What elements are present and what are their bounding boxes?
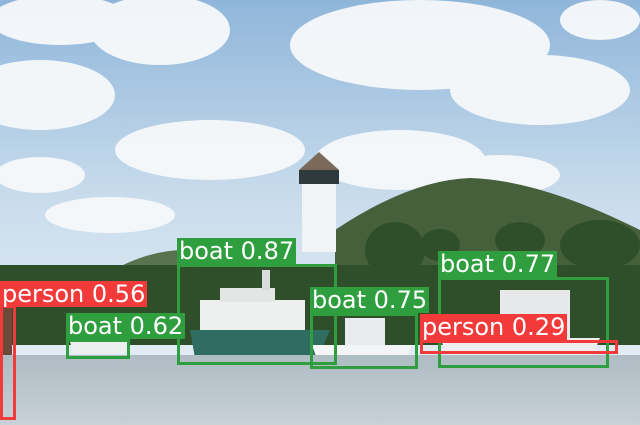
detection-label-boat-2: boat 0.77: [438, 250, 558, 278]
lighthouse: [299, 152, 339, 252]
detection-label-person-1: person 0.56: [0, 280, 148, 308]
detection-label-boat-1: boat 0.87: [177, 237, 297, 265]
detection-label-boat-4: boat 0.62: [66, 312, 186, 340]
water: [0, 355, 640, 425]
detection-label-person-2: person 0.29: [420, 313, 568, 341]
detection-label-boat-3: boat 0.75: [310, 286, 430, 314]
